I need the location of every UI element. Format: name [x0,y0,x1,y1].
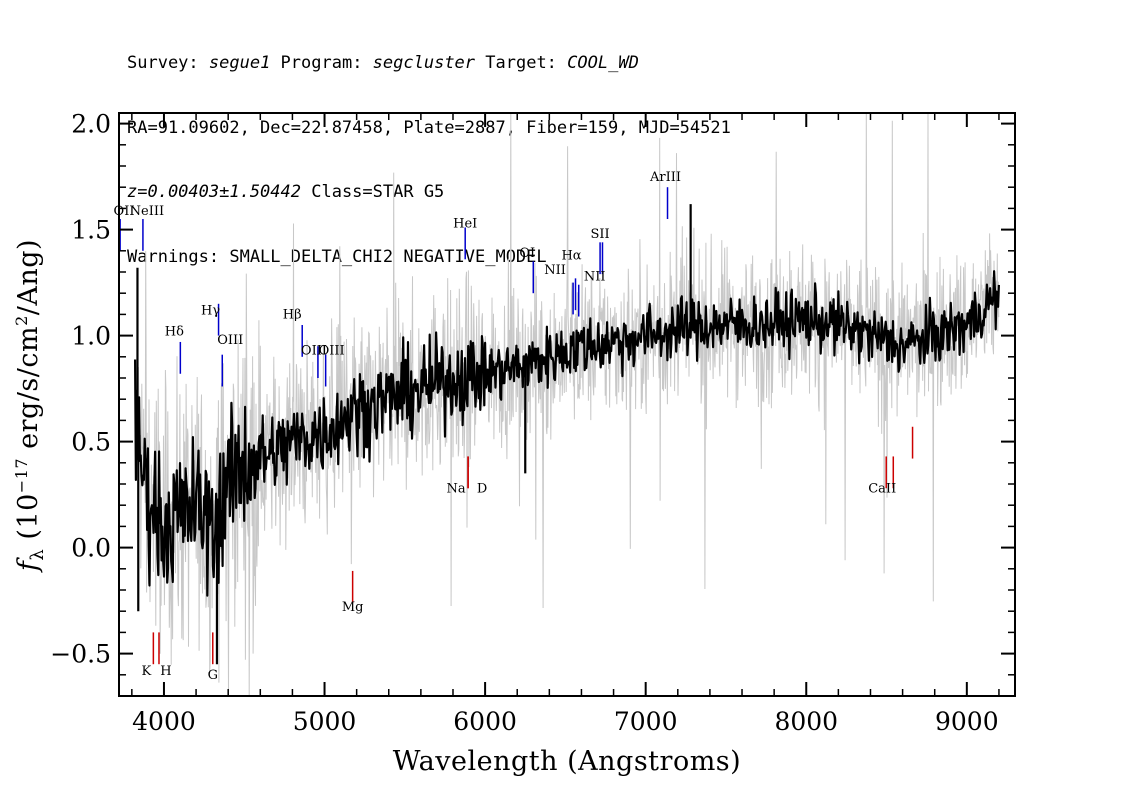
emission-label-9: OI [519,246,535,261]
absorption-label-4: Na [447,481,466,496]
axis-ticks: 4000 5000 6000 7000 8000 9000 −0.5 0.0 0.5 1.0 1.5… [50,110,1015,736]
emission-label-6: OIII [301,344,327,359]
spectrum-header: Survey: segue1 Program: segcluster Targe… [127,10,731,290]
x-tick-label-3: 7000 [614,707,678,736]
emission-label-7: OIII [319,344,345,359]
y-tick-label-5: 2.0 [71,110,111,139]
y-axis-title: fλ (10−17 erg/s/cm2/Ang) [12,239,48,573]
target-value: COOL_WD [567,53,639,73]
y-tick-label-4: 1.5 [71,216,111,245]
emission-label-8: HeI [453,216,477,231]
class-value: Class=STAR G5 [301,182,445,202]
emission-label-3: Hγ [201,303,220,318]
y-tick-label-0: −0.5 [50,640,111,669]
emission-label-15: ArIII [649,170,681,185]
redshift-value: z=0.00403±1.50442 [127,182,301,202]
header-line-redshift: z=0.00403±1.50442 Class=STAR G5 [127,182,731,204]
emission-label-10: NII [544,263,566,278]
emission-label-12: NII [584,269,606,284]
emission-label-1: NeIII [130,204,164,219]
x-axis-title: Wavelength (Angstroms) [393,746,741,777]
x-tick-label-5: 9000 [935,707,999,736]
program-value: segcluster [372,53,476,73]
y-tick-label-2: 0.5 [71,428,111,457]
x-tick-label-2: 6000 [453,707,517,736]
absorption-label-5: D [477,481,487,496]
absorption-label-3: Mg [342,600,364,615]
survey-value: segue1 [208,53,271,73]
spectral-lines: OIINeIIIHδHγOIIIHβOIIIOIIIHeIOINIIHαNIIS… [114,170,914,683]
y-tick-label-1: 0.0 [71,534,111,563]
emission-label-13: SII [590,227,609,242]
flux-line [134,270,1000,597]
x-tick-label-0: 4000 [132,707,196,736]
x-tick-label-1: 5000 [293,707,357,736]
emission-label-4: OIII [217,333,243,348]
absorption-label-0: K [142,664,152,679]
emission-label-11: Hα [561,248,581,263]
y-axis-title-group: fλ (10−17 erg/s/cm2/Ang) [12,239,48,573]
absorption-label-6: CaII [868,481,896,496]
x-tick-label-4: 8000 [774,707,838,736]
noise-line [134,112,1000,697]
plot-frame [118,112,1016,697]
noise-envelope [134,112,1000,697]
y-tick-label-3: 1.0 [71,322,111,351]
absorption-label-1: H [160,664,171,679]
absorption-label-2: G [208,668,218,683]
flux-series [134,204,1000,665]
emission-label-5: Hβ [283,308,302,323]
header-line-coords: RA=91.09602, Dec=22.87458, Plate=2887, F… [127,117,731,138]
header-line-survey: Survey: segue1 Program: segcluster Targe… [127,53,639,73]
emission-label-2: Hδ [165,325,184,340]
